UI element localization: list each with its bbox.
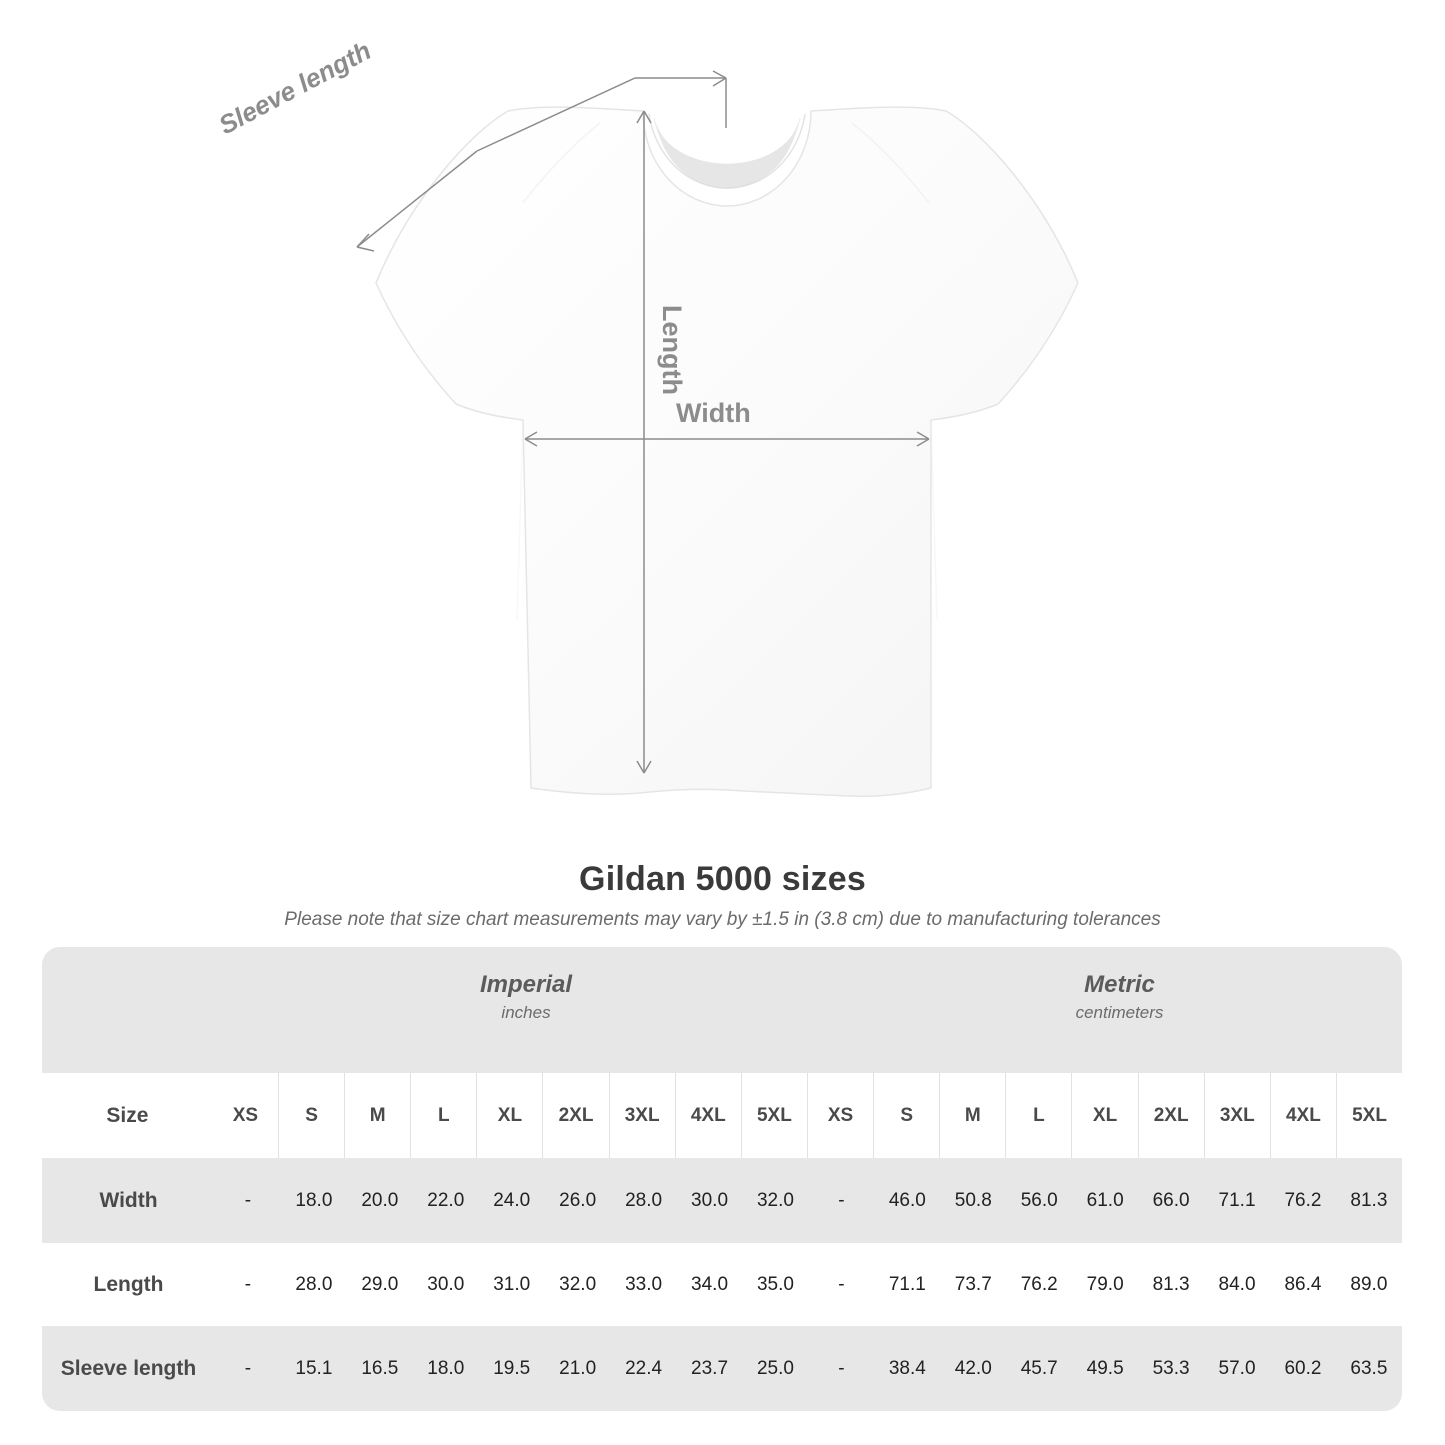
svg-text:Width: Width bbox=[676, 398, 751, 428]
svg-text:Length: Length bbox=[657, 305, 687, 395]
svg-text:Sleeve length: Sleeve length bbox=[214, 35, 376, 140]
